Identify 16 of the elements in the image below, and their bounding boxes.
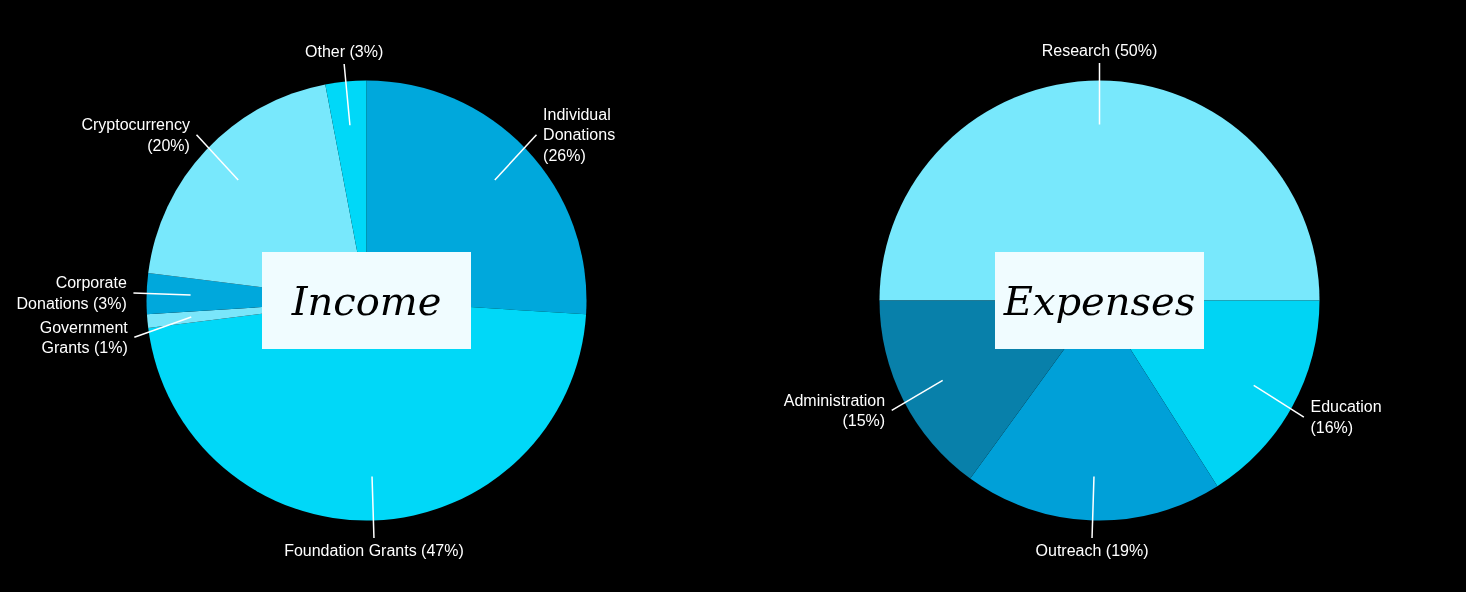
slice-label: Government Grants (1%) — [39, 318, 129, 356]
data-label: (16%) — [1310, 418, 1354, 436]
slice-label: Outreach (19%) — [1035, 542, 1149, 560]
data-label: (26%) — [543, 146, 586, 164]
slice-label: Administration — [783, 391, 886, 409]
slice-label: Research (50%) — [1041, 41, 1158, 59]
slice-label: Corporate Donations (3%) — [16, 274, 127, 312]
text: Expenses — [1002, 277, 1196, 324]
slice-label: Individual Donations — [543, 105, 616, 144]
slice-label: Foundation Grants (47%) — [284, 542, 464, 560]
data-label: (20%) — [147, 136, 190, 154]
slice-label: Other (3%) — [305, 42, 384, 60]
slice-label: Education — [1310, 398, 1382, 416]
data-label: (15%) — [842, 412, 886, 430]
slice-label: Cryptocurrency — [81, 116, 190, 134]
text: Income — [290, 277, 442, 324]
